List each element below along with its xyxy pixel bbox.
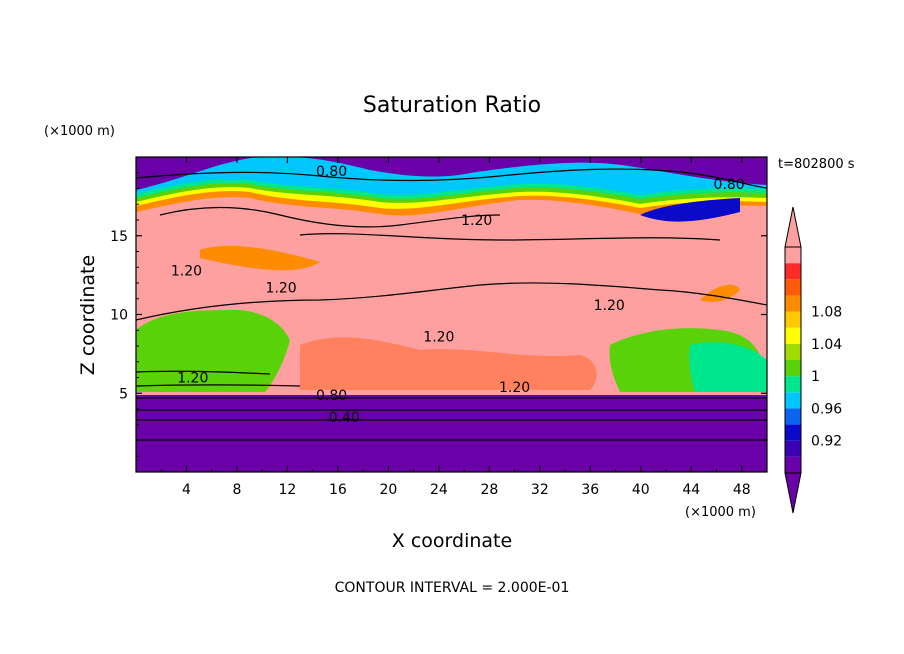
colorbar-swatch: [785, 376, 801, 393]
y-axis-ticks: 5 10 15: [110, 172, 767, 457]
colorbar-swatch: [785, 456, 801, 473]
time-label: t=802800 s: [778, 157, 855, 172]
colorbar-level-label: 1.04: [811, 337, 842, 353]
colorbar-swatch: [785, 295, 801, 312]
x-tick-label: 44: [682, 482, 700, 498]
colorbar-swatch: [785, 360, 801, 377]
contour-label: 1.20: [461, 213, 492, 229]
colorbar-frame: [784, 246, 802, 474]
colorbar-swatch: [785, 440, 801, 457]
colorbar-swatch: [785, 408, 801, 425]
colorbar-swatch: [785, 311, 801, 328]
colorbar-max-arrow: [784, 206, 802, 248]
moist-streak: [200, 245, 320, 271]
right-teal-patch: [689, 342, 767, 392]
x-unit-label: (×1000 m): [685, 505, 756, 520]
x-axis-title: X coordinate: [392, 530, 512, 552]
x-tick-label: 40: [632, 482, 650, 498]
colorbar-swatch: [785, 343, 801, 360]
x-tick-label: 48: [733, 482, 751, 498]
colorbar-min-arrow: [784, 472, 802, 514]
contour-label: 0.40: [329, 410, 360, 426]
x-tick-label: 8: [232, 482, 241, 498]
dry-blue-patch: [640, 198, 740, 222]
contour-label: 1.20: [171, 263, 202, 279]
colorbar-swatch: [785, 327, 801, 344]
x-tick-label: 4: [182, 482, 191, 498]
colorbar-swatch: [785, 279, 801, 296]
lower-dry-layer: [136, 395, 767, 472]
x-tick-label: 28: [480, 482, 498, 498]
contour-lines: [136, 168, 767, 441]
y-axis-title: Z coordinate: [77, 255, 99, 375]
x-tick-label: 16: [329, 482, 347, 498]
contour-label: 1.20: [423, 330, 454, 346]
saturated-layer: [136, 174, 767, 395]
upper-edge-cyan: [136, 157, 767, 195]
colorbar: 0.92 0.96 1 1.04 1.08: [784, 206, 842, 514]
plot-field: [136, 157, 767, 472]
x-tick-label: 32: [531, 482, 549, 498]
x-axis-ticks: 4 8 12 16 20 24 28 32 36 40 44 48: [160, 157, 751, 498]
contour-label: 0.80: [316, 388, 347, 404]
contour-label: 1.20: [499, 380, 530, 396]
x-tick-label: 20: [379, 482, 397, 498]
footer-note: CONTOUR INTERVAL = 2.000E-01: [335, 580, 570, 596]
y-unit-label: (×1000 m): [44, 124, 115, 139]
contour-label: 1.20: [266, 281, 297, 297]
x-tick-label: 24: [430, 482, 448, 498]
contour-label-layer: 0.80 0.80 1.20 1.20 1.20 1.20 1.20 1.20 1.20 0.80…: [171, 164, 745, 426]
colorbar-swatch: [785, 263, 801, 280]
chart-title: Saturation Ratio: [363, 93, 541, 118]
contour-label: 0.80: [714, 177, 745, 193]
y-tick-label: 15: [110, 229, 128, 245]
colorbar-level-label: 0.92: [811, 434, 842, 450]
x-tick-label: 12: [279, 482, 297, 498]
colorbar-swatch: [785, 424, 801, 441]
colorbar-level-label: 1: [811, 369, 820, 385]
colorbar-level-label: 1.08: [811, 305, 842, 321]
moist-spot: [700, 284, 740, 302]
contour-label: 0.80: [316, 164, 347, 180]
colorbar-swatch: [785, 392, 801, 409]
x-tick-label: 36: [581, 482, 599, 498]
y-tick-label: 5: [119, 386, 128, 402]
mid-mixed-band: [300, 337, 597, 390]
y-tick-label: 10: [110, 308, 128, 324]
contour-label: 1.20: [177, 371, 208, 387]
contour-label: 1.20: [594, 298, 625, 314]
colorbar-level-label: 0.96: [811, 401, 842, 417]
colorbar-swatch: [785, 247, 801, 264]
left-mixed-patch: [136, 310, 290, 392]
